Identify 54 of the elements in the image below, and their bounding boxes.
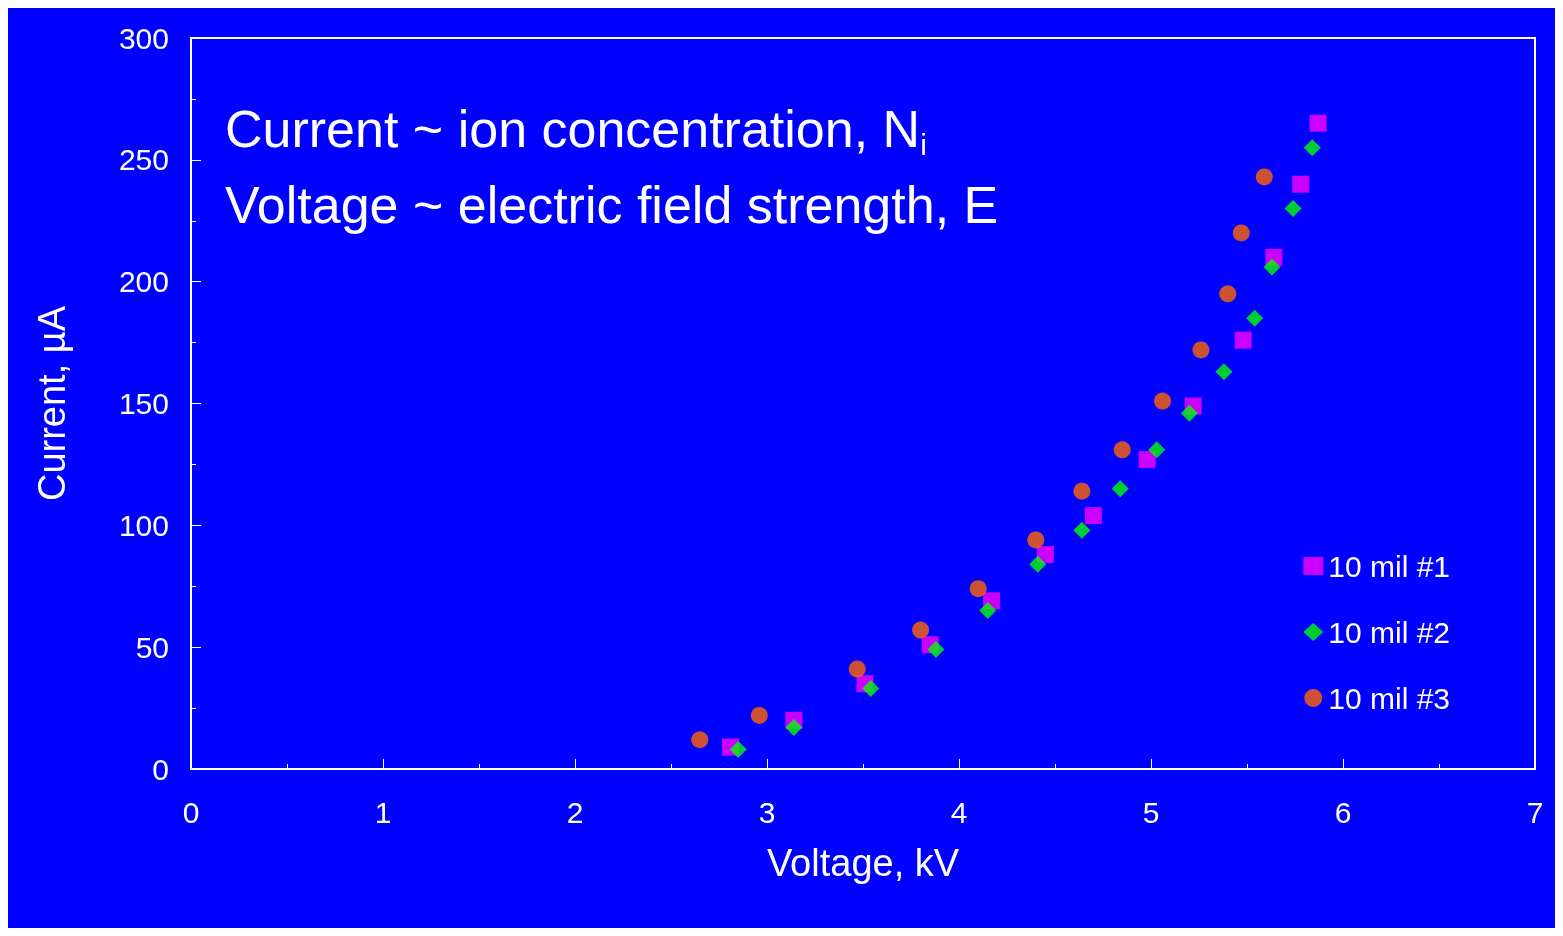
point [750,706,768,724]
point [1148,441,1166,459]
point [1234,331,1252,349]
point [1232,224,1250,242]
point [1284,200,1302,218]
point [1219,285,1237,303]
x-tick-label: 7 [1526,795,1544,829]
x-tick-label: 5 [1142,795,1160,829]
y-tick-label: 100 [118,508,169,542]
legend-label: 10 mil #2 [1328,615,1451,649]
y-tick-label: 0 [152,752,169,786]
point [1029,555,1047,573]
y-tick-label: 150 [118,387,169,420]
point [1027,531,1045,549]
point [979,602,997,620]
x-tick-label: 3 [758,795,776,829]
x-tick-label: 1 [374,795,392,829]
point [729,741,747,759]
point [862,680,880,698]
point [1192,341,1210,359]
point [1309,114,1327,132]
point [969,580,987,598]
annotation: Voltage ~ electric field strength, E [225,176,999,234]
point [1111,480,1129,498]
point [912,621,930,639]
point [691,731,709,749]
point [1138,451,1156,469]
point [1292,175,1310,193]
point [1113,441,1131,459]
y-tick-label: 50 [135,630,169,664]
point [1246,309,1264,327]
y-tick-label: 250 [118,143,169,177]
y-tick-label: 200 [118,265,169,299]
point [848,660,866,678]
x-tick-label: 4 [950,795,968,829]
x-tick-label: 0 [182,795,200,829]
point [785,719,803,737]
legend-label: 10 mil #3 [1328,681,1451,715]
point [1073,482,1091,500]
point [1215,363,1233,381]
y-axis-title: Current, µA [31,305,73,502]
legend-label: 10 mil #1 [1328,549,1451,583]
point [1084,507,1102,525]
y-tick-label: 300 [118,21,169,55]
x-tick-label: 6 [1334,795,1352,829]
point [1263,258,1281,276]
point [1255,168,1273,186]
point [927,641,945,659]
point [1303,139,1321,157]
x-tick-label: 2 [566,795,584,829]
point [1180,404,1198,422]
x-axis-title: Voltage, kV [766,842,960,884]
point [1154,392,1172,410]
point [1073,521,1091,539]
